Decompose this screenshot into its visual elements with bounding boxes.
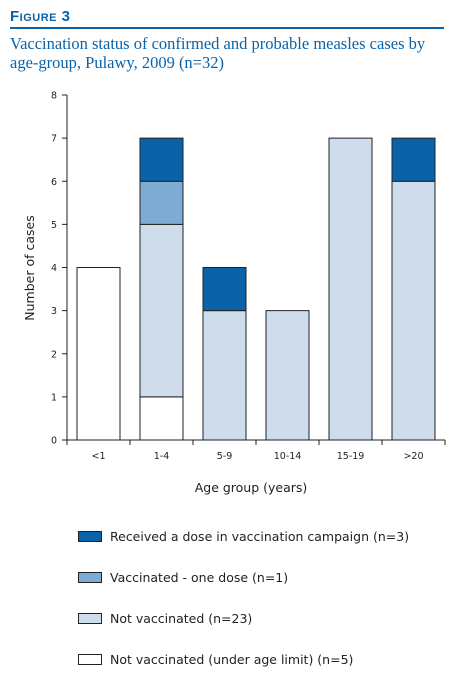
legend-swatch	[78, 612, 102, 624]
figure-header: Figure 3 Vaccination status of confirmed…	[10, 8, 444, 72]
y-tick-label: 5	[51, 220, 57, 231]
bar-segment-14-series-1	[139, 223, 184, 398]
bar-segment-1-series-0	[76, 267, 121, 441]
bar-segment-14-series-2	[139, 180, 184, 225]
legend-label: Not vaccinated (n=23)	[110, 610, 253, 626]
y-tick-label: 0	[51, 436, 57, 447]
x-tick-label: 5-9	[217, 451, 233, 462]
y-axis-label: Number of cases	[22, 215, 37, 320]
legend-item: Received a dose in vaccination campaign …	[78, 528, 409, 544]
bar-segment-59-series-1	[202, 310, 247, 441]
legend-item: Not vaccinated (under age limit) (n=5)	[78, 651, 353, 667]
x-tick-label: 15-19	[337, 451, 365, 462]
bar-segment-59-series-3	[202, 267, 247, 312]
figure-label: Figure 3	[10, 8, 444, 29]
bar-chart: 0 1 2 3 4 5 6 7 8 <1 1-4 5-9 10-14 15-19 >20 Number of…	[22, 91, 446, 495]
bar-segment-1014-series-1	[265, 310, 310, 441]
legend-swatch	[78, 653, 102, 665]
legend-label: Not vaccinated (under age limit) (n=5)	[110, 651, 354, 667]
bar-segment-20-series-1	[391, 180, 436, 441]
legend-item: Vaccinated - one dose (n=1)	[78, 569, 288, 585]
bars	[76, 137, 436, 441]
y-tick-label: 4	[51, 263, 57, 274]
legend-swatch	[78, 530, 102, 542]
y-tick-label: 8	[51, 91, 57, 102]
x-tick-label: >20	[403, 451, 423, 462]
axes: 0 1 2 3 4 5 6 7 8 <1 1-4 5-9 10-14 15-19 >20	[51, 91, 446, 462]
bar-segment-14-series-0	[139, 396, 184, 441]
bar-segment-1519-series-1	[328, 137, 373, 441]
x-tick-label: 1-4	[154, 451, 170, 462]
legend-item: Not vaccinated (n=23)	[78, 610, 252, 626]
y-tick-label: 6	[51, 177, 57, 188]
chart-title: Vaccination status of confirmed and prob…	[10, 34, 426, 72]
bar-segment-20-series-3	[391, 137, 436, 182]
x-tick-label: 10-14	[274, 451, 302, 462]
legend-label: Received a dose in vaccination campaign …	[110, 528, 410, 544]
x-axis-label: Age group (years)	[195, 480, 308, 495]
y-tick-label: 1	[51, 392, 57, 403]
y-tick-label: 7	[51, 134, 57, 145]
bar-segment-14-series-3	[139, 137, 184, 182]
y-tick-label: 2	[51, 349, 57, 360]
y-tick-label: 3	[51, 306, 57, 317]
legend-label: Vaccinated - one dose (n=1)	[110, 569, 289, 585]
legend-swatch	[78, 571, 102, 583]
x-tick-label: <1	[91, 451, 105, 462]
